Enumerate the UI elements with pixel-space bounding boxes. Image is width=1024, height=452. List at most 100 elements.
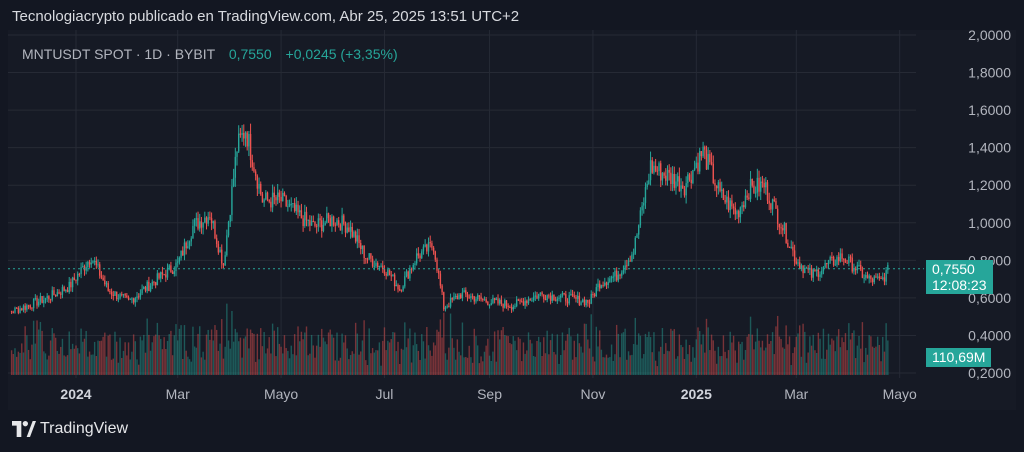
volume-bar bbox=[536, 340, 538, 375]
volume-bar bbox=[80, 328, 82, 375]
candle-body bbox=[883, 277, 886, 282]
volume-bar bbox=[449, 313, 452, 375]
candle-body bbox=[193, 219, 196, 226]
candle-body bbox=[222, 263, 225, 266]
volume-bar bbox=[358, 354, 360, 375]
candle-body bbox=[497, 298, 499, 304]
volume-bar bbox=[763, 350, 765, 375]
candle-body bbox=[439, 273, 442, 286]
candle-body bbox=[480, 296, 482, 300]
volume-bar bbox=[99, 341, 101, 375]
volume-bar bbox=[849, 339, 852, 375]
candle-body bbox=[236, 151, 238, 157]
candlestick-chart[interactable]: 0,20000,40000,60000,80001,00001,20001,40… bbox=[0, 0, 1024, 412]
candle-body bbox=[675, 181, 677, 188]
candle-body bbox=[856, 265, 859, 271]
volume-bar bbox=[273, 330, 275, 375]
candle-body bbox=[29, 305, 31, 308]
volume-bar bbox=[671, 330, 674, 375]
volume-bar bbox=[231, 310, 233, 375]
volume-bar bbox=[651, 352, 653, 375]
candle-body bbox=[600, 285, 603, 289]
candle-body bbox=[388, 269, 391, 276]
volume-bar bbox=[665, 343, 667, 375]
candle-body bbox=[419, 255, 421, 259]
volume-bar bbox=[249, 329, 252, 375]
volume-bar bbox=[841, 337, 843, 375]
volume-bar bbox=[507, 336, 509, 375]
chart-area[interactable] bbox=[8, 30, 1016, 410]
candle-body bbox=[805, 267, 808, 269]
volume-bar bbox=[832, 340, 835, 375]
volume-bar bbox=[185, 350, 187, 375]
candle-body bbox=[505, 300, 508, 306]
volume-bar bbox=[553, 351, 555, 375]
volume-bar bbox=[868, 335, 870, 375]
candle-body bbox=[46, 296, 48, 299]
volume-bar bbox=[317, 334, 320, 375]
candle-body bbox=[60, 293, 62, 295]
volume-bar bbox=[212, 340, 214, 375]
volume-bar bbox=[310, 334, 313, 375]
volume-bar bbox=[737, 341, 740, 375]
volume-bar bbox=[419, 359, 421, 375]
time-tick-label: 2025 bbox=[681, 386, 712, 402]
candle-body bbox=[15, 307, 18, 309]
candle-body bbox=[493, 298, 496, 300]
candle-body bbox=[336, 220, 338, 226]
candle-body bbox=[576, 295, 579, 299]
symbol-label: MNTUSDT SPOT · 1D · BYBIT bbox=[22, 46, 215, 62]
candle-body bbox=[609, 278, 611, 282]
volume-bar bbox=[722, 335, 725, 375]
volume-bar bbox=[110, 359, 113, 375]
volume-bar bbox=[404, 322, 406, 375]
candle-body bbox=[644, 187, 647, 203]
price-tick-label: 0,4000 bbox=[968, 327, 1011, 343]
candle-body bbox=[234, 156, 237, 178]
candle-body bbox=[205, 217, 208, 224]
volume-bar bbox=[385, 350, 387, 375]
volume-bar bbox=[251, 332, 253, 375]
candle-body bbox=[392, 274, 394, 277]
candle-body bbox=[826, 262, 828, 265]
candle-body bbox=[676, 176, 679, 182]
candle-body bbox=[385, 273, 387, 276]
candle-body bbox=[88, 261, 91, 265]
tradingview-logo[interactable]: TradingView bbox=[12, 420, 128, 438]
volume-bar bbox=[131, 351, 133, 375]
candle-body bbox=[524, 300, 526, 306]
volume-bar bbox=[434, 345, 437, 375]
candle-body bbox=[168, 265, 170, 268]
volume-bar bbox=[338, 360, 340, 375]
volume-bar bbox=[275, 356, 277, 375]
candle-body bbox=[260, 183, 262, 195]
candle-body bbox=[73, 277, 76, 281]
candle-body bbox=[239, 133, 242, 135]
candle-body bbox=[632, 253, 635, 255]
price-axis: 0,20000,40000,60000,80001,00001,20001,40… bbox=[968, 27, 1011, 381]
candle-body bbox=[349, 226, 352, 232]
candle-body bbox=[729, 200, 731, 211]
volume-bar bbox=[534, 356, 537, 375]
candle-body bbox=[475, 299, 477, 302]
candle-body bbox=[865, 275, 867, 278]
candle-body bbox=[397, 284, 399, 290]
volume-bar bbox=[92, 354, 94, 375]
candle-body bbox=[254, 171, 257, 176]
candle-body bbox=[238, 133, 240, 152]
last-price-value: 0,7550 bbox=[228, 46, 272, 62]
symbol-legend[interactable]: MNTUSDT SPOT · 1D · BYBIT 0,7550 +0,0245… bbox=[22, 46, 398, 62]
volume-bar bbox=[387, 340, 389, 375]
volume-bar bbox=[487, 338, 489, 375]
volume-bar bbox=[304, 332, 306, 375]
candle-body bbox=[636, 234, 638, 238]
candle-body bbox=[56, 292, 59, 297]
volume-bar bbox=[554, 354, 557, 375]
volume-bar bbox=[14, 348, 16, 375]
candle-body bbox=[658, 163, 660, 172]
candle-body bbox=[402, 286, 404, 291]
volume-bar bbox=[178, 328, 181, 375]
volume-bar bbox=[238, 341, 240, 375]
candle-body bbox=[131, 298, 133, 300]
volume-bar bbox=[448, 347, 450, 375]
